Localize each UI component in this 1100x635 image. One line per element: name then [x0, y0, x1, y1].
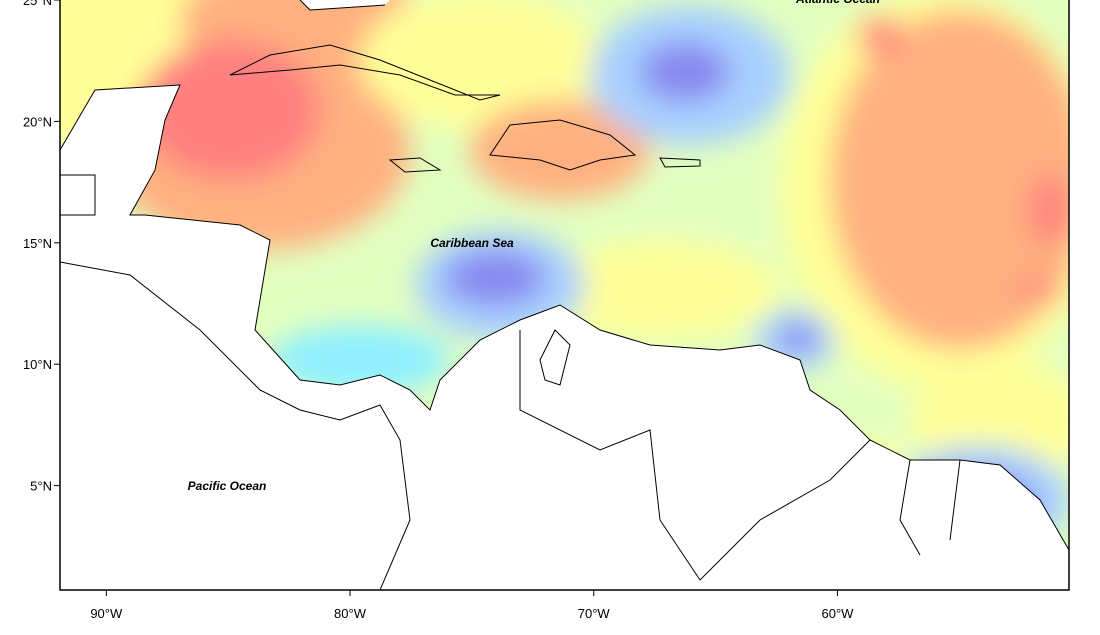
x-tick-label: 60°W — [821, 606, 854, 621]
ocean-label: Pacific Ocean — [188, 479, 267, 493]
y-tick-label: 5°N — [30, 479, 52, 494]
ocean-label: Atlantic Ocean — [795, 0, 880, 6]
field — [60, 0, 1069, 590]
y-tick-label: 25°N — [23, 0, 52, 8]
frame — [59, 0, 1070, 591]
x-tick-label: 90°W — [90, 606, 123, 621]
y-tick-label: 10°N — [23, 357, 52, 372]
ocean-label: Caribbean Sea — [430, 236, 514, 250]
x-tick-label: 80°W — [334, 606, 367, 621]
x-tick-label: 70°W — [578, 606, 611, 621]
y-tick-label: 15°N — [23, 236, 52, 251]
y-tick-label: 20°N — [23, 114, 52, 129]
